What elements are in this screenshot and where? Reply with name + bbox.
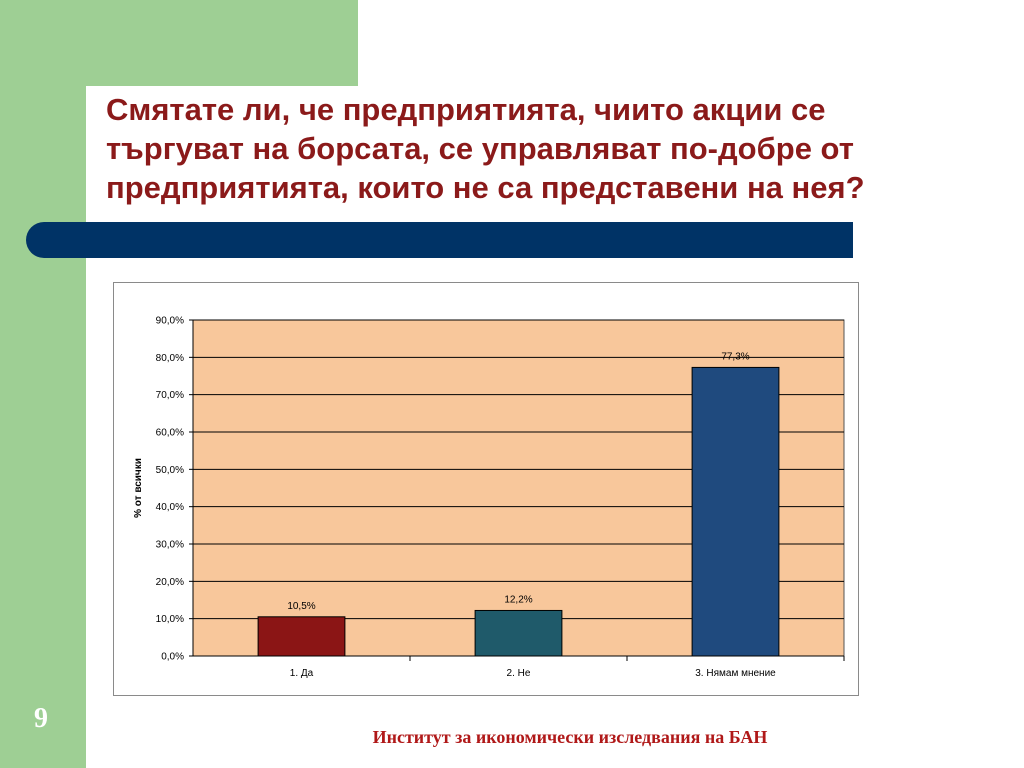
y-tick-label: 20,0% bbox=[156, 577, 184, 588]
top-green-band bbox=[0, 0, 358, 86]
title-divider-bar bbox=[26, 222, 853, 258]
y-tick-label: 70,0% bbox=[156, 390, 184, 401]
x-tick-label: 2. Не bbox=[507, 668, 531, 679]
x-tick-label: 3. Нямам мнение bbox=[695, 668, 776, 679]
y-tick-label: 80,0% bbox=[156, 353, 184, 364]
slide-title: Смятате ли, че предприятията, чиито акци… bbox=[106, 92, 865, 205]
bar-chart: 0,0% 10,0% 20,0% 30,0% 40,0% 50,0% 60,0% 70,0% 8… bbox=[133, 316, 845, 679]
y-tick-label: 50,0% bbox=[156, 465, 184, 476]
y-tick-label: 30,0% bbox=[156, 540, 184, 551]
title-background bbox=[86, 86, 986, 216]
page-number: 9 bbox=[34, 703, 48, 734]
x-tick-label: 1. Да bbox=[290, 668, 314, 679]
y-tick-label: 0,0% bbox=[161, 652, 184, 663]
y-tick-label: 40,0% bbox=[156, 502, 184, 513]
data-label: 10,5% bbox=[287, 601, 315, 612]
y-tick-label: 60,0% bbox=[156, 428, 184, 439]
data-label: 77,3% bbox=[721, 351, 749, 362]
data-label: 12,2% bbox=[504, 594, 532, 605]
y-axis-title: % от всички bbox=[133, 458, 144, 518]
y-tick-label: 90,0% bbox=[156, 316, 184, 327]
y-tick-label: 10,0% bbox=[156, 614, 184, 625]
bar-1 bbox=[257, 616, 346, 657]
left-green-band bbox=[0, 0, 86, 768]
chart-container: 0,0% 10,0% 20,0% 30,0% 40,0% 50,0% 60,0% 70,0% 8… bbox=[113, 282, 859, 696]
bar-2 bbox=[474, 609, 563, 657]
bar-3 bbox=[691, 366, 780, 657]
footer-institute: Институт за икономически изследвания на … bbox=[372, 727, 768, 747]
